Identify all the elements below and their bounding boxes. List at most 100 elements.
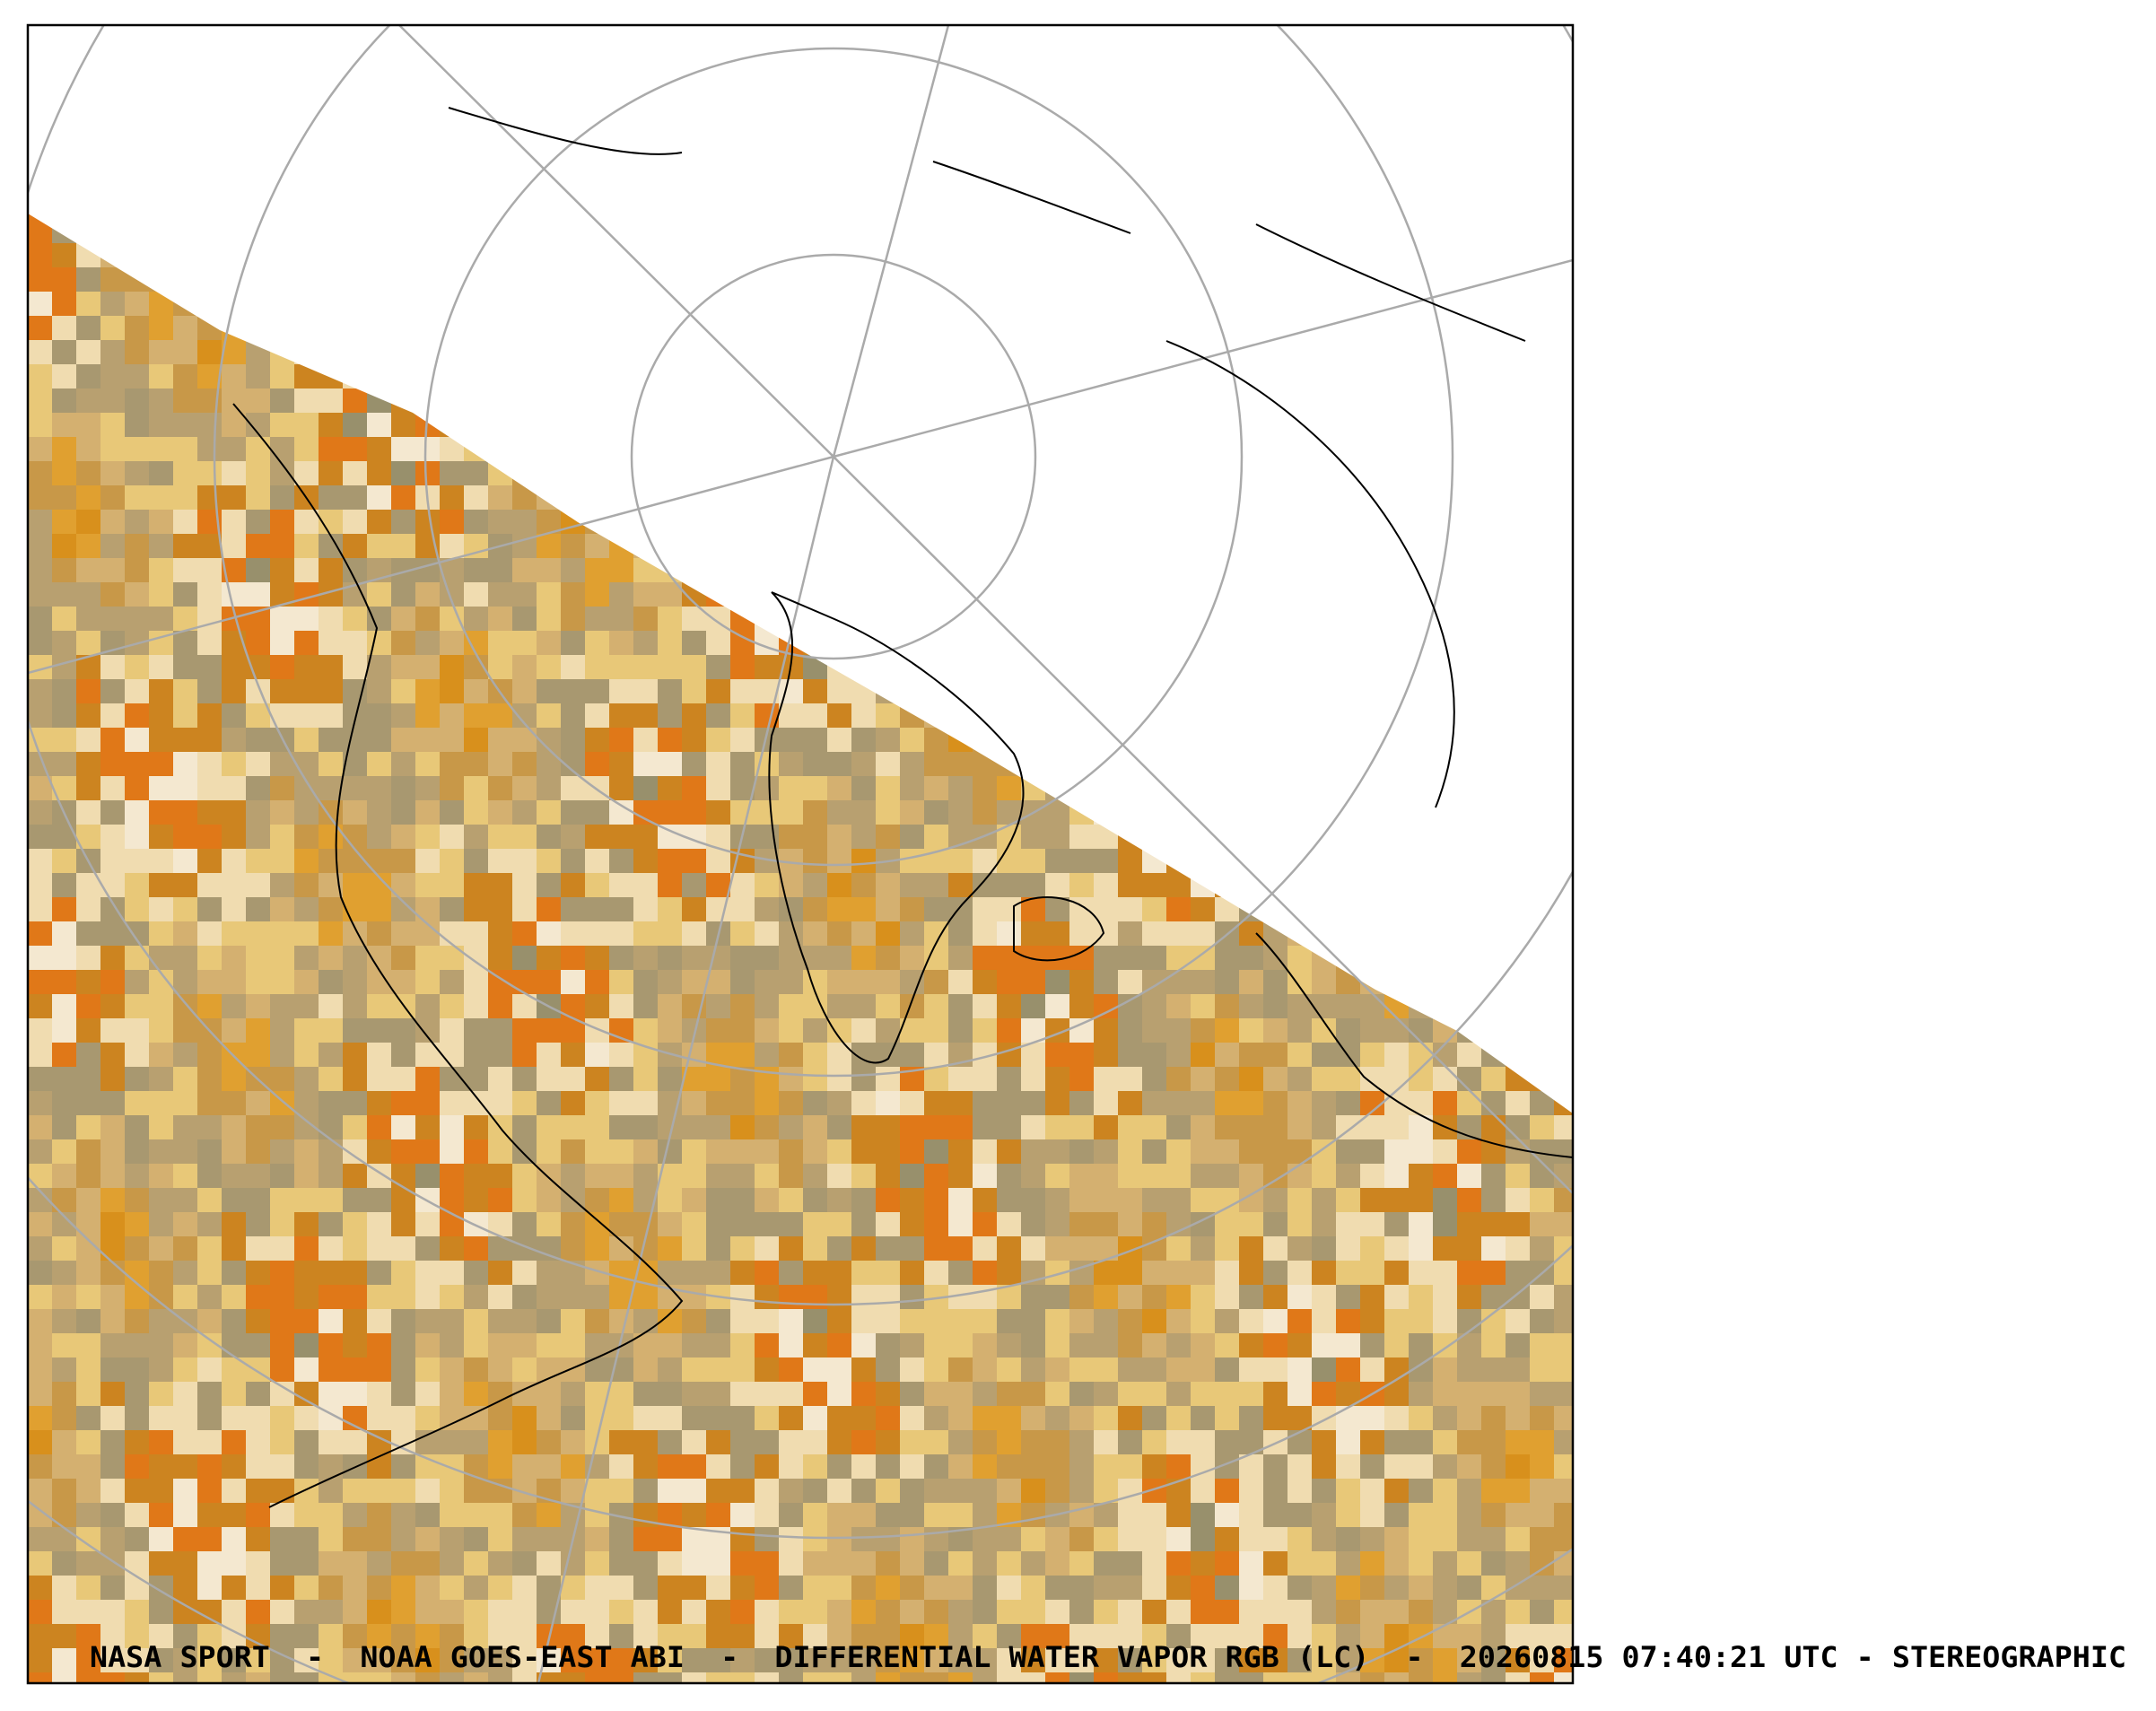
pixel <box>415 1576 440 1600</box>
pixel <box>997 1576 1021 1600</box>
pixel <box>1433 1648 1457 1672</box>
pixel <box>633 728 658 752</box>
pixel <box>270 994 294 1018</box>
pixel <box>755 921 779 946</box>
pixel <box>973 1261 997 1285</box>
pixel <box>924 752 948 776</box>
pixel <box>319 1261 343 1285</box>
pixel <box>585 1551 609 1576</box>
pixel <box>488 776 512 800</box>
pixel <box>900 1600 924 1624</box>
pixel <box>900 1091 924 1115</box>
pixel <box>1142 1430 1166 1454</box>
pixel <box>1118 1503 1142 1527</box>
pixel <box>270 631 294 655</box>
pixel <box>222 1503 246 1527</box>
pixel <box>1094 1018 1118 1043</box>
pixel <box>779 1261 803 1285</box>
pixel <box>222 1236 246 1261</box>
pixel <box>367 1576 391 1600</box>
pixel <box>1118 1357 1142 1382</box>
pixel <box>1506 1164 1530 1188</box>
pixel <box>997 1406 1021 1430</box>
pixel <box>222 1527 246 1551</box>
pixel <box>294 849 319 873</box>
pixel <box>803 1333 827 1357</box>
pixel <box>1554 1309 1573 1333</box>
pixel <box>512 921 537 946</box>
pixel <box>1409 1091 1433 1115</box>
pixel <box>173 534 197 558</box>
pixel <box>803 679 827 703</box>
pixel <box>1142 1527 1166 1551</box>
pixel <box>246 1285 270 1309</box>
pixel <box>173 340 197 364</box>
pixel <box>149 946 173 970</box>
pixel <box>270 1551 294 1576</box>
pixel <box>1094 946 1118 970</box>
pixel <box>391 1333 415 1357</box>
pixel <box>609 1382 633 1406</box>
pixel <box>755 1624 779 1648</box>
pixel <box>633 655 658 679</box>
pixel <box>1142 946 1166 970</box>
pixel <box>973 1624 997 1648</box>
pixel <box>997 1212 1021 1236</box>
pixel <box>125 1115 149 1139</box>
pixel <box>900 1551 924 1576</box>
pixel <box>658 825 682 849</box>
pixel <box>1506 1261 1530 1285</box>
pixel <box>706 1624 730 1648</box>
pixel <box>270 485 294 510</box>
pixel <box>876 1479 900 1503</box>
pixel <box>440 1091 464 1115</box>
pixel <box>948 1382 973 1406</box>
pixel <box>52 364 76 388</box>
pixel <box>440 825 464 849</box>
pixel <box>173 582 197 607</box>
pixel <box>76 340 100 364</box>
pixel <box>1506 1212 1530 1236</box>
pixel <box>609 1261 633 1285</box>
pixel <box>1191 1503 1215 1527</box>
pixel <box>391 921 415 946</box>
pixel <box>1094 897 1118 921</box>
pixel <box>1069 1212 1094 1236</box>
pixel <box>76 607 100 631</box>
pixel <box>415 946 440 970</box>
pixel <box>319 1600 343 1624</box>
pixel <box>900 1648 924 1672</box>
pixel <box>730 1115 755 1139</box>
pixel <box>512 752 537 776</box>
pixel <box>1045 1139 1069 1164</box>
pixel <box>173 1430 197 1454</box>
pixel <box>319 607 343 631</box>
pixel <box>270 800 294 825</box>
pixel <box>1045 897 1069 921</box>
pixel <box>1191 1018 1215 1043</box>
pixel <box>730 1139 755 1164</box>
pixel <box>1045 1672 1069 1683</box>
pixel <box>391 1527 415 1551</box>
pixel <box>1287 1454 1312 1479</box>
pixel <box>173 558 197 582</box>
pixel <box>851 1115 876 1139</box>
pixel <box>948 946 973 970</box>
pixel <box>319 534 343 558</box>
pixel <box>1166 1043 1191 1067</box>
pixel <box>633 897 658 921</box>
pixel <box>1481 1454 1506 1479</box>
pixel <box>609 1672 633 1683</box>
pixel <box>585 1406 609 1430</box>
pixel <box>924 1018 948 1043</box>
pixel <box>876 1236 900 1261</box>
pixel <box>440 485 464 510</box>
pixel <box>343 1624 367 1648</box>
pixel <box>222 921 246 946</box>
pixel <box>537 776 561 800</box>
pixel <box>1118 1309 1142 1333</box>
pixel <box>973 921 997 946</box>
pixel <box>391 1043 415 1067</box>
pixel <box>173 1067 197 1091</box>
pixel <box>270 388 294 413</box>
